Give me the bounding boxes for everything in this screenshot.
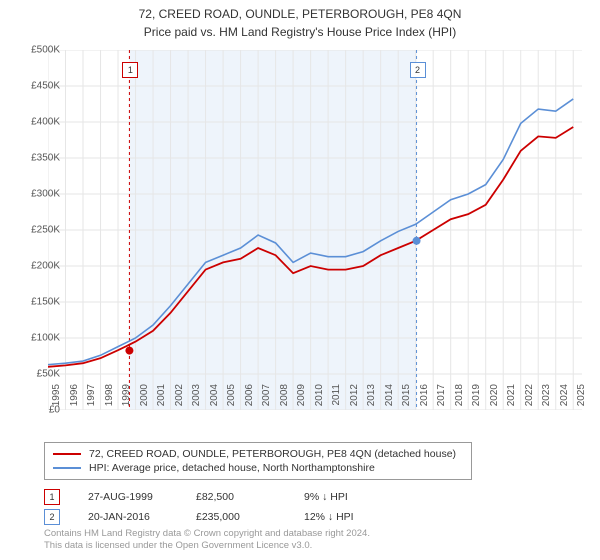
chart-subtitle: Price paid vs. HM Land Registry's House …: [0, 23, 600, 39]
marker-date: 20-JAN-2016: [88, 511, 168, 523]
footer-line: This data is licensed under the Open Gov…: [44, 540, 370, 552]
marker-delta: 9% ↓ HPI: [304, 491, 384, 503]
footer-line: Contains HM Land Registry data © Crown c…: [44, 528, 370, 540]
chart-title: 72, CREED ROAD, OUNDLE, PETERBOROUGH, PE…: [0, 0, 600, 23]
marker-id-box: 2: [44, 509, 60, 525]
marker-date: 27-AUG-1999: [88, 491, 168, 503]
markers-table: 1 27-AUG-1999 £82,500 9% ↓ HPI 2 20-JAN-…: [44, 487, 384, 527]
marker-price: £82,500: [196, 491, 276, 503]
marker-id-box: 1: [44, 489, 60, 505]
marker-delta: 12% ↓ HPI: [304, 511, 384, 523]
marker-row: 1 27-AUG-1999 £82,500 9% ↓ HPI: [44, 487, 384, 507]
legend-row: 72, CREED ROAD, OUNDLE, PETERBOROUGH, PE…: [53, 447, 463, 461]
chart-container: 72, CREED ROAD, OUNDLE, PETERBOROUGH, PE…: [0, 0, 600, 560]
footer: Contains HM Land Registry data © Crown c…: [44, 528, 370, 553]
legend-swatch: [53, 467, 81, 469]
legend-label: 72, CREED ROAD, OUNDLE, PETERBOROUGH, PE…: [89, 448, 456, 460]
marker-price: £235,000: [196, 511, 276, 523]
legend-label: HPI: Average price, detached house, Nort…: [89, 462, 375, 474]
marker-row: 2 20-JAN-2016 £235,000 12% ↓ HPI: [44, 507, 384, 527]
legend-swatch: [53, 453, 81, 455]
legend: 72, CREED ROAD, OUNDLE, PETERBOROUGH, PE…: [44, 442, 472, 480]
legend-row: HPI: Average price, detached house, Nort…: [53, 461, 463, 475]
chart-svg: [48, 50, 582, 410]
plot-area: [48, 50, 582, 410]
